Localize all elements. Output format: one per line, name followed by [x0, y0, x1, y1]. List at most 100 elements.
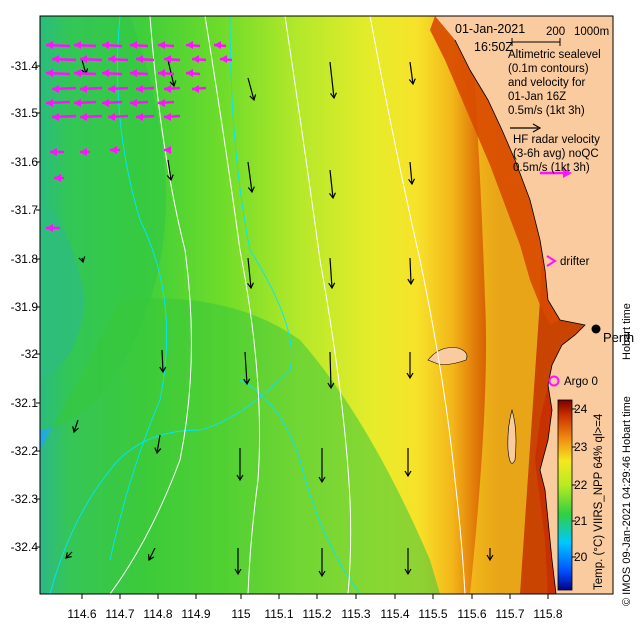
velocity-arrow	[147, 547, 156, 562]
hf-arrow	[163, 113, 181, 121]
velocity-arrow	[166, 159, 174, 182]
velocity-arrow	[236, 448, 244, 482]
hf-arrow	[213, 41, 227, 49]
scale-label-200: 200	[546, 26, 566, 38]
hf-arrow	[219, 55, 233, 63]
velocity-arrow	[65, 551, 73, 559]
velocity-arrow	[247, 77, 257, 102]
hf-arrow	[163, 85, 181, 93]
argo-marker	[548, 375, 560, 387]
y-tick-label: -31.8	[10, 252, 38, 266]
altimetric-legend: Altimetric sealevel (0.1m contours) and …	[508, 49, 601, 117]
garden-island	[507, 408, 517, 464]
map-frame	[39, 15, 614, 595]
velocity-arrow	[408, 161, 416, 186]
hf-arrow	[79, 113, 103, 121]
altimetric-velocity-arrows	[65, 59, 494, 578]
hf-arrow	[129, 99, 149, 107]
y-tick-label: -32.1	[10, 396, 38, 410]
coastline	[454, 39, 586, 594]
y-tick-label: -31.9	[10, 300, 38, 314]
colorbar	[557, 399, 573, 591]
velocity-arrow	[329, 61, 337, 100]
colorbar-tick: 22	[574, 478, 588, 492]
velocity-arrow	[486, 548, 494, 562]
y-tick-label: -32.3	[10, 492, 38, 506]
y-tick-label: -31.4	[10, 59, 38, 73]
colorbar-tick: 23	[574, 440, 588, 454]
velocity-arrow	[247, 257, 255, 290]
hf-arrow	[101, 41, 123, 49]
coastal-warm-edge	[430, 16, 560, 325]
x-tick-label: 115.3	[341, 607, 371, 621]
hf-arrow	[157, 99, 175, 107]
velocity-arrow	[407, 257, 415, 286]
credit-text: © IMOS 09-Jan-2021 04:29:46 Hobart time	[621, 396, 633, 606]
velocity-arrow	[159, 349, 167, 374]
hf-arrow	[51, 85, 77, 93]
hf-arrow	[101, 99, 123, 107]
hf-arrow	[157, 41, 175, 49]
hf-arrow	[191, 85, 207, 93]
velocity-arrow	[247, 161, 255, 194]
colorbar-tick: 21	[574, 514, 588, 528]
hf-radar-arrows	[45, 41, 233, 232]
velocity-arrow	[329, 169, 336, 200]
velocity-arrow	[328, 257, 336, 290]
hf-radar-legend: HF radar velocity (3-6h avg) noQC 0.5m/s…	[513, 134, 600, 174]
velocity-arrow	[243, 351, 251, 386]
hf-arrow	[79, 55, 103, 63]
velocity-arrow	[78, 256, 86, 264]
scale-label-1000: 1000m	[574, 26, 610, 38]
x-tick-label: 115.7	[495, 607, 525, 621]
velocity-arrow	[404, 448, 412, 478]
colorbar-tick-marks	[572, 408, 576, 558]
colorbar-tick: 24	[574, 402, 588, 416]
scale-bar	[511, 38, 561, 46]
x-tick-label: 115.2	[302, 607, 332, 621]
hf-arrow	[79, 85, 103, 93]
x-tick-label: 115.6	[457, 607, 487, 621]
x-tick-label: 114.7	[105, 607, 135, 621]
header-date: 01-Jan-2021	[455, 22, 526, 36]
x-tick-label: 114.6	[67, 607, 97, 621]
perth-marker	[591, 324, 601, 334]
velocity-arrow	[404, 548, 412, 576]
hf-arrow	[135, 55, 155, 63]
axis-ticks	[36, 65, 549, 599]
hf-arrow	[185, 41, 201, 49]
velocity-arrow	[408, 61, 416, 86]
velocity-arrow	[234, 548, 242, 576]
hf-arrow	[54, 174, 64, 182]
y-tick-label: -32	[20, 347, 38, 361]
argo-label: Argo 0	[564, 376, 598, 388]
hf-arrow	[185, 69, 201, 77]
velocity-arrow	[318, 548, 326, 578]
hf-arrow	[107, 55, 129, 63]
hf-arrow	[73, 99, 97, 107]
hf-arrow	[45, 41, 71, 49]
hf-arrow	[191, 55, 207, 63]
hf-arrow	[73, 41, 97, 49]
x-tick-label: 115	[231, 607, 251, 621]
x-tick-label: 114.8	[143, 607, 173, 621]
drifter-label: drifter	[560, 256, 590, 268]
city-label: Perth	[603, 330, 635, 345]
y-tick-label: -32.4	[10, 540, 38, 554]
hf-arrow	[73, 69, 97, 77]
x-tick-label: 115.1	[264, 607, 294, 621]
y-tick-label: -31.5	[10, 106, 38, 120]
timezone-label: Hobart time	[621, 303, 633, 360]
hf-arrow	[163, 55, 181, 63]
colorbar-tick: 20	[574, 550, 588, 564]
legend-sample-arrows	[510, 123, 572, 178]
velocity-arrow	[327, 351, 335, 390]
hf-arrow	[45, 99, 71, 107]
velocity-arrow	[318, 448, 326, 484]
hf-arrow	[50, 148, 64, 156]
y-tick-label: -31.6	[10, 155, 38, 169]
hf-arrow	[51, 55, 77, 63]
velocity-arrow	[72, 419, 79, 434]
x-tick-label: 115.8	[533, 607, 563, 621]
